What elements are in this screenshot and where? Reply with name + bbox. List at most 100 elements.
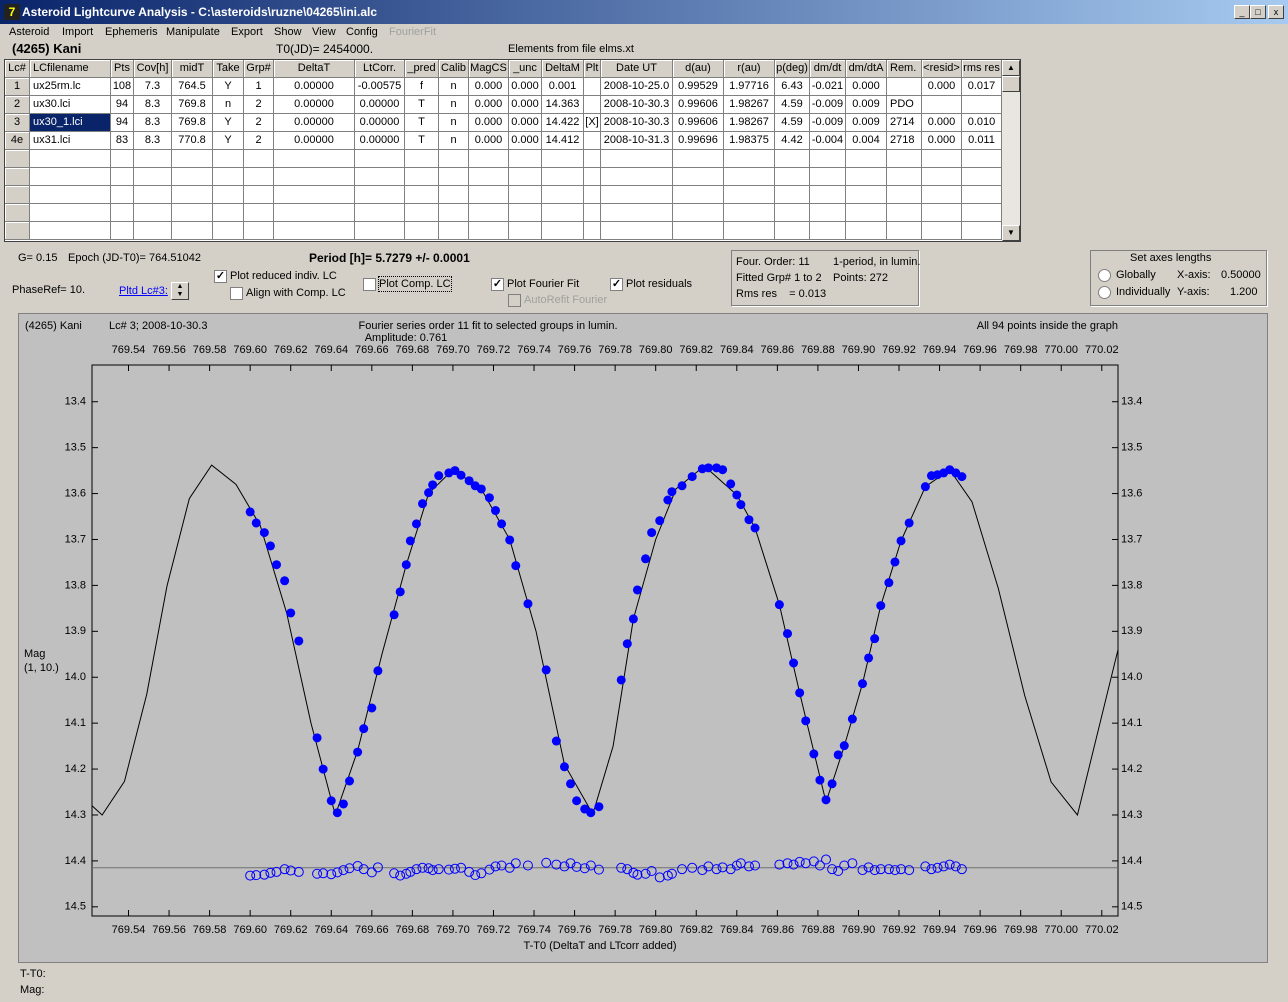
table-cell[interactable] — [810, 186, 846, 204]
table-cell[interactable]: n — [213, 96, 244, 114]
table-cell[interactable] — [775, 186, 810, 204]
table-cell[interactable] — [846, 150, 887, 168]
table-cell[interactable] — [601, 222, 673, 240]
table-cell[interactable] — [962, 96, 1002, 114]
table-cell[interactable] — [134, 222, 172, 240]
table-cell[interactable]: 2714 — [887, 114, 922, 132]
table-cell[interactable] — [134, 150, 172, 168]
table-cell[interactable]: PDO — [887, 96, 922, 114]
table-cell[interactable] — [673, 186, 724, 204]
table-cell[interactable] — [601, 150, 673, 168]
column-header[interactable]: r(au) — [724, 60, 775, 78]
table-cell[interactable] — [775, 222, 810, 240]
table-cell[interactable]: 2 — [244, 132, 274, 150]
table-cell[interactable] — [509, 168, 542, 186]
table-cell[interactable] — [775, 150, 810, 168]
table-cell[interactable]: 0.00000 — [274, 96, 355, 114]
column-header[interactable]: Plt — [584, 60, 601, 78]
table-cell[interactable] — [355, 204, 405, 222]
row-header[interactable]: 4e — [5, 132, 30, 150]
table-cell[interactable] — [134, 204, 172, 222]
checkbox[interactable] — [363, 278, 376, 291]
table-cell[interactable]: Y — [213, 132, 244, 150]
table-cell[interactable]: Y — [213, 114, 244, 132]
table-cell[interactable] — [846, 168, 887, 186]
table-cell[interactable] — [962, 222, 1002, 240]
table-cell[interactable]: 8.3 — [134, 114, 172, 132]
table-cell[interactable] — [724, 222, 775, 240]
column-header[interactable]: dm/dt — [810, 60, 846, 78]
scroll-up[interactable]: ▲ — [1002, 60, 1020, 76]
table-cell[interactable] — [542, 150, 584, 168]
table-cell[interactable] — [887, 168, 922, 186]
table-cell[interactable]: 0.017 — [962, 78, 1002, 96]
table-cell[interactable] — [887, 204, 922, 222]
table-cell[interactable]: 769.8 — [172, 96, 213, 114]
column-header[interactable]: Date UT — [601, 60, 673, 78]
table-cell[interactable]: ux30_1.lci — [30, 114, 111, 132]
scroll-thumb[interactable] — [1002, 76, 1020, 92]
table-cell[interactable] — [274, 168, 355, 186]
table-cell[interactable]: 94 — [111, 114, 134, 132]
table-cell[interactable]: 2718 — [887, 132, 922, 150]
table-cell[interactable] — [172, 204, 213, 222]
table-cell[interactable]: 0.009 — [846, 114, 887, 132]
table-cell[interactable] — [509, 186, 542, 204]
table-cell[interactable]: ux30.lci — [30, 96, 111, 114]
table-cell[interactable]: 764.5 — [172, 78, 213, 96]
table-cell[interactable]: 0.000 — [469, 114, 509, 132]
column-header[interactable]: DeltaM — [542, 60, 584, 78]
table-cell[interactable] — [111, 168, 134, 186]
table-cell[interactable]: 0.000 — [509, 96, 542, 114]
checkbox-label[interactable]: Align with Comp. LC — [246, 287, 346, 299]
table-cell[interactable] — [30, 204, 111, 222]
checkbox[interactable] — [230, 287, 243, 300]
table-cell[interactable] — [887, 150, 922, 168]
table-cell[interactable]: 0.000 — [922, 114, 962, 132]
table-cell[interactable]: T — [405, 114, 439, 132]
table-cell[interactable]: 0.00000 — [274, 78, 355, 96]
table-cell[interactable]: 0.00000 — [355, 114, 405, 132]
table-cell[interactable]: 1.98267 — [724, 114, 775, 132]
table-cell[interactable] — [509, 150, 542, 168]
table-cell[interactable] — [405, 222, 439, 240]
table-cell[interactable] — [846, 186, 887, 204]
table-cell[interactable]: -0.021 — [810, 78, 846, 96]
column-header[interactable]: LCfilename — [30, 60, 111, 78]
column-header[interactable]: Calib — [439, 60, 469, 78]
row-header[interactable] — [5, 222, 30, 240]
checkbox[interactable]: ✓ — [610, 278, 623, 291]
table-cell[interactable] — [673, 168, 724, 186]
table-cell[interactable]: 83 — [111, 132, 134, 150]
table-cell[interactable] — [922, 186, 962, 204]
table-cell[interactable]: 0.000 — [509, 132, 542, 150]
table-cell[interactable] — [439, 186, 469, 204]
scroll-down[interactable]: ▼ — [1002, 225, 1020, 241]
menu-item[interactable]: Export — [231, 26, 263, 38]
table-cell[interactable]: 2008-10-30.3 — [601, 114, 673, 132]
table-cell[interactable] — [724, 150, 775, 168]
table-cell[interactable]: 0.000 — [469, 132, 509, 150]
table-cell[interactable] — [439, 168, 469, 186]
table-cell[interactable]: 1.97716 — [724, 78, 775, 96]
table-cell[interactable]: 769.8 — [172, 114, 213, 132]
table-cell[interactable]: 0.004 — [846, 132, 887, 150]
table-cell[interactable]: ux25rm.lc — [30, 78, 111, 96]
table-cell[interactable] — [584, 222, 601, 240]
table-cell[interactable] — [405, 168, 439, 186]
table-cell[interactable] — [542, 186, 584, 204]
table-cell[interactable]: 8.3 — [134, 132, 172, 150]
table-cell[interactable] — [469, 204, 509, 222]
table-cell[interactable]: 0.99529 — [673, 78, 724, 96]
table-cell[interactable] — [439, 204, 469, 222]
table-cell[interactable]: 770.8 — [172, 132, 213, 150]
table-cell[interactable]: 4.59 — [775, 114, 810, 132]
table-cell[interactable] — [213, 222, 244, 240]
table-cell[interactable] — [405, 150, 439, 168]
table-cell[interactable] — [355, 168, 405, 186]
table-cell[interactable]: 14.363 — [542, 96, 584, 114]
column-header[interactable]: _unc — [509, 60, 542, 78]
table-cell[interactable]: 0.99696 — [673, 132, 724, 150]
table-cell[interactable]: 0.00000 — [355, 132, 405, 150]
table-cell[interactable] — [439, 222, 469, 240]
